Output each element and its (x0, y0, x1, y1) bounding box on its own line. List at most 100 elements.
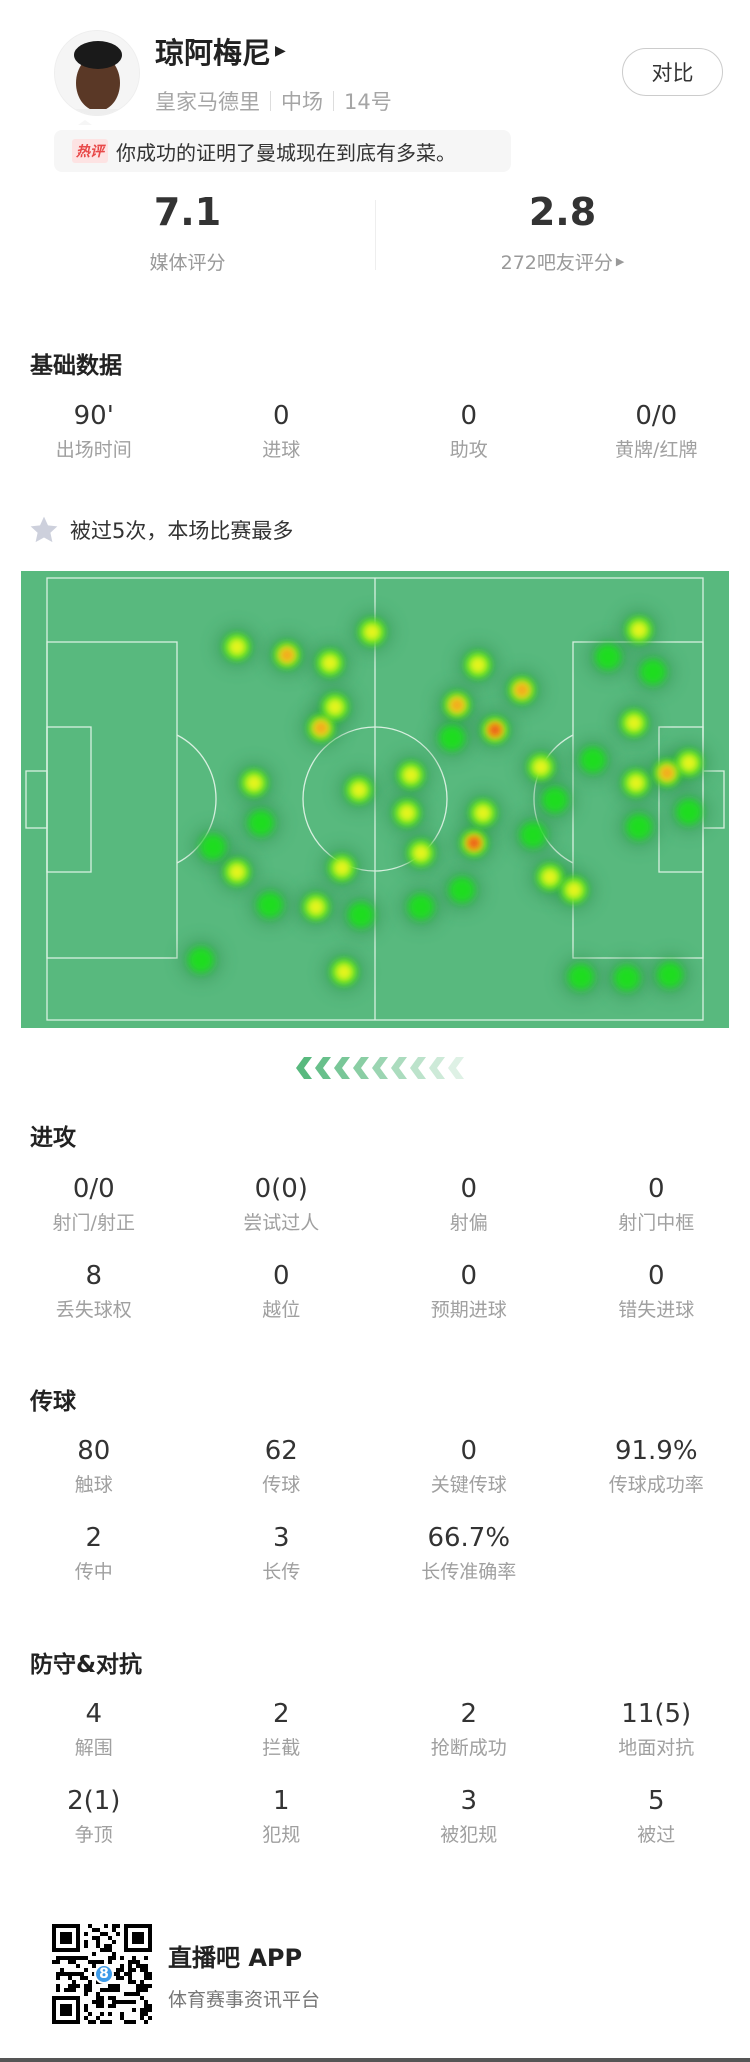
heat-spot (397, 803, 417, 823)
player-meta: 皇家马德里 中场 14号 (155, 86, 392, 116)
chevron-left-icon (410, 1057, 426, 1079)
defense-stats-grid: 4 解围 2 拦截 2 抢断成功 11(5) 地面对抗 2(1) 争顶 1 犯规 3 被犯规 5 被过 (0, 1698, 750, 1855)
chevron-left-icon (296, 1057, 312, 1079)
player-number: 14号 (344, 90, 392, 114)
stat-value: 0(0) (254, 1174, 308, 1204)
heat-spot (468, 655, 488, 675)
stat-attack-6: 0 预期进球 (375, 1260, 563, 1330)
stat-value: 0 (272, 401, 290, 431)
heat-spot (257, 892, 283, 918)
stat-defense-2: 2 抢断成功 (375, 1698, 563, 1768)
player-name-link[interactable]: 琼阿梅尼 ▶ (155, 30, 286, 72)
heat-spot (200, 834, 226, 860)
passing-stats-grid: 80 触球 62 传球 0 关键传球 91.9% 传球成功率 2 传中 3 长传 66.7% 长传准确率 (0, 1435, 750, 1592)
heat-spot (450, 698, 464, 712)
stat-label: 长传准确率 (421, 1561, 517, 1583)
hot-comment-badge: 热评 (72, 139, 108, 163)
star-icon (30, 516, 58, 543)
stat-label: 越位 (262, 1299, 301, 1321)
stat-value: 91.9% (614, 1436, 698, 1466)
heat-spot (411, 843, 431, 863)
heat-spot (626, 773, 646, 793)
stat-label: 出场时间 (55, 439, 132, 461)
stat-label: 丢失球权 (55, 1299, 132, 1321)
heat-spot (227, 862, 247, 882)
fan-rating-label: 272吧友评分 (500, 252, 613, 274)
stat-value: 2 (460, 1699, 478, 1729)
bottom-border (0, 2058, 750, 2062)
basic-stats-grid: 90' 出场时间 0 进球 0 助攻 0/0 黄牌/红牌 (0, 400, 750, 470)
stat-value: 3 (460, 1786, 478, 1816)
heat-spot (624, 713, 644, 733)
heat-spot (244, 773, 264, 793)
stat-value: 0 (460, 1436, 478, 1466)
stat-label: 传中 (74, 1561, 113, 1583)
compare-button[interactable]: 对比 (622, 48, 723, 96)
stat-basic-1: 0 进球 (188, 400, 376, 470)
stat-value: 2 (85, 1523, 103, 1553)
fan-rating[interactable]: 2.8 272吧友评分 ▶ (375, 190, 750, 275)
rating-divider (375, 200, 376, 270)
stat-label: 传球成功率 (608, 1474, 704, 1496)
stat-value: 0/0 (635, 401, 678, 431)
heat-spot (408, 894, 434, 920)
stat-label: 尝试过人 (243, 1212, 320, 1234)
heat-spot (348, 902, 374, 928)
stat-defense-3: 11(5) 地面对抗 (563, 1698, 750, 1768)
divider (270, 91, 271, 111)
heat-spot (657, 962, 683, 988)
heat-spot (473, 803, 493, 823)
heat-spot (640, 659, 666, 685)
stat-basic-3: 0/0 黄牌/红牌 (563, 400, 750, 470)
heat-spot (306, 897, 326, 917)
heat-spot (349, 780, 369, 800)
stat-label: 长传 (262, 1561, 301, 1583)
chevron-left-icon (391, 1057, 407, 1079)
stat-value: 3 (272, 1523, 290, 1553)
stat-attack-0: 0/0 射门/射正 (0, 1173, 188, 1243)
stat-attack-1: 0(0) 尝试过人 (188, 1173, 376, 1243)
hot-comment-text: 你成功的证明了曼城现在到底有多菜。 (116, 140, 456, 165)
stat-passing-4: 2 传中 (0, 1522, 188, 1592)
stat-passing-1: 62 传球 (188, 1435, 376, 1505)
stat-defense-5: 1 犯规 (188, 1785, 376, 1855)
stat-value: 5 (647, 1786, 665, 1816)
qr-app-logo: 8 (94, 1964, 114, 1984)
heat-spot (542, 787, 568, 813)
stat-attack-2: 0 射偏 (375, 1173, 563, 1243)
stat-value: 0/0 (72, 1174, 115, 1204)
stat-label: 犯规 (262, 1824, 301, 1846)
stat-label: 射门/射正 (52, 1212, 135, 1234)
media-rating-value: 7.1 (153, 190, 222, 234)
stat-defense-0: 4 解围 (0, 1698, 188, 1768)
heat-spot (629, 620, 649, 640)
stat-label: 进球 (262, 439, 301, 461)
heat-spot (227, 637, 247, 657)
heat-spot (332, 858, 352, 878)
stat-label: 地面对抗 (618, 1737, 695, 1759)
stat-label: 助攻 (449, 439, 488, 461)
fan-rating-value: 2.8 (528, 190, 597, 234)
attack-direction-arrows (296, 1057, 464, 1079)
stat-label: 抢断成功 (430, 1737, 507, 1759)
stat-passing-0: 80 触球 (0, 1435, 188, 1505)
heat-spot (449, 877, 475, 903)
stat-attack-5: 0 越位 (188, 1260, 376, 1330)
stat-defense-4: 2(1) 争顶 (0, 1785, 188, 1855)
heat-spot (188, 947, 214, 973)
media-rating-label: 媒体评分 (149, 252, 226, 274)
heat-spot (626, 814, 652, 840)
stat-passing-2: 0 关键传球 (375, 1435, 563, 1505)
heat-spot (325, 697, 345, 717)
chevron-left-icon (429, 1057, 445, 1079)
heat-spot (362, 622, 382, 642)
player-avatar[interactable] (54, 30, 140, 116)
hot-comment[interactable]: 热评 你成功的证明了曼城现在到底有多菜。 (54, 120, 511, 172)
stat-label: 传球 (262, 1474, 301, 1496)
divider (333, 91, 334, 111)
heat-spot (568, 964, 594, 990)
chevron-left-icon (353, 1057, 369, 1079)
app-name: 直播吧 APP (168, 1944, 303, 1972)
fan-rating-link[interactable]: 272吧友评分 ▶ (375, 248, 750, 275)
stat-label: 被过 (637, 1824, 676, 1846)
